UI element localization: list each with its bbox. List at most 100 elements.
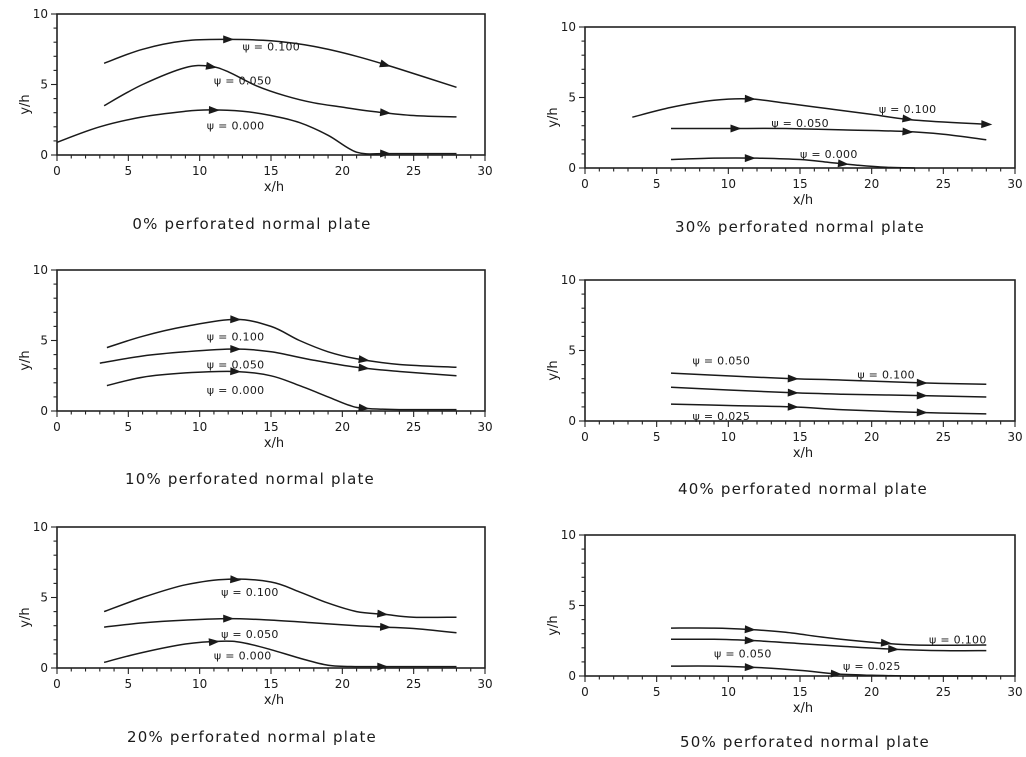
y-tick-label: 10 (561, 20, 576, 34)
y-tick-label: 0 (40, 404, 48, 418)
streamline-label: ψ = 0.100 (857, 368, 915, 381)
x-tick-label: 10 (721, 177, 736, 191)
x-tick-label: 25 (936, 430, 951, 444)
chart-panel: 0 5 10 15 20 25 30 0 5 10 x/h y/h ψ = 0.100 ψ = 0.050… (18, 520, 493, 708)
streamline-label: ψ = 0.000 (207, 119, 265, 132)
x-tick-label: 30 (1007, 430, 1022, 444)
flow-arrow (837, 159, 849, 168)
x-tick-label: 15 (263, 677, 278, 691)
x-tick-label: 15 (263, 420, 278, 434)
x-tick-label: 20 (864, 430, 879, 444)
x-tick-label: 30 (477, 677, 492, 691)
panel-caption: 0% perforated normal plate (132, 215, 372, 233)
y-axis-label: y/h (546, 107, 561, 127)
x-tick-label: 25 (406, 420, 421, 434)
x-tick-label: 10 (721, 685, 736, 699)
x-tick-label: 30 (1007, 685, 1022, 699)
flow-arrow (377, 662, 389, 671)
streamline (670, 157, 915, 169)
streamline-label: ψ = 0.100 (207, 330, 265, 343)
x-tick-label: 20 (335, 677, 350, 691)
streamline (106, 370, 457, 411)
y-tick-label: 5 (568, 91, 576, 105)
y-tick-label: 5 (568, 344, 576, 358)
chart-panel: 0 5 10 15 20 25 30 0 5 10 x/h y/h ψ = 0.100 ψ = 0.050… (18, 7, 493, 195)
y-tick-label: 10 (33, 7, 48, 21)
x-axis-label: x/h (264, 436, 284, 451)
flow-arrow (380, 149, 392, 158)
x-tick-label: 5 (125, 420, 133, 434)
streamline-label: ψ = 0.100 (879, 103, 937, 116)
chart-panel: 0 5 10 15 20 25 30 0 5 10 x/h y/h ψ = 0.100 ψ = 0.050… (18, 263, 493, 451)
flow-arrow (902, 127, 914, 136)
streamline (103, 640, 457, 668)
flow-arrow (744, 625, 756, 634)
y-tick-label: 5 (40, 78, 48, 92)
streamline-label: ψ = 0.025 (843, 660, 901, 673)
x-tick-label: 0 (53, 164, 61, 178)
streamline-label: ψ = 0.050 (221, 628, 279, 641)
plot-frame (584, 279, 1016, 422)
x-tick-label: 30 (477, 164, 492, 178)
plot-frame (584, 26, 1016, 169)
x-tick-label: 0 (53, 677, 61, 691)
streamline (103, 578, 457, 619)
y-axis-label: y/h (18, 94, 33, 114)
flow-arrow (902, 114, 914, 123)
flow-arrow (230, 315, 242, 324)
x-tick-label: 25 (406, 164, 421, 178)
flow-arrow (379, 108, 392, 117)
streamline (670, 372, 987, 386)
streamline (670, 665, 987, 677)
x-tick-label: 0 (581, 430, 589, 444)
panel-caption: 20% perforated normal plate (127, 728, 377, 746)
x-tick-label: 10 (192, 164, 207, 178)
x-tick-label: 5 (653, 177, 661, 191)
y-tick-label: 0 (40, 661, 48, 675)
flow-arrow (358, 403, 370, 412)
flow-arrow (981, 120, 993, 129)
x-tick-label: 25 (936, 685, 951, 699)
x-tick-label: 10 (192, 677, 207, 691)
streamline-label: ψ = 0.050 (214, 74, 272, 87)
x-axis-label: x/h (264, 693, 284, 708)
flow-arrow (230, 575, 242, 584)
chart-panel: 0 5 10 15 20 25 30 0 5 10 x/h y/h ψ = 0.100 ψ = 0.050… (546, 528, 1023, 716)
y-tick-label: 5 (40, 334, 48, 348)
flow-arrow (223, 35, 235, 44)
streamline-label: ψ = 0.000 (800, 148, 858, 161)
flow-arrow (916, 391, 928, 400)
x-tick-label: 30 (477, 420, 492, 434)
y-axis-label: y/h (18, 607, 33, 627)
streamline-label: ψ = 0.050 (714, 647, 772, 660)
flow-arrow (888, 644, 900, 653)
x-tick-label: 15 (792, 177, 807, 191)
x-axis-label: x/h (793, 701, 813, 716)
x-tick-label: 5 (653, 685, 661, 699)
panel-caption: 50% perforated normal plate (680, 733, 930, 751)
flow-arrow (223, 614, 235, 623)
flow-arrow (230, 344, 242, 353)
streamline (106, 318, 457, 369)
x-tick-label: 5 (125, 164, 133, 178)
streamline (103, 64, 457, 118)
streamline (670, 638, 987, 652)
x-tick-label: 0 (581, 685, 589, 699)
flow-arrow (208, 638, 220, 647)
panel-caption: 10% perforated normal plate (125, 470, 375, 488)
x-tick-label: 0 (581, 177, 589, 191)
flow-arrow (376, 609, 389, 618)
streamline (670, 386, 987, 398)
flow-arrow (744, 663, 756, 672)
x-tick-label: 10 (721, 430, 736, 444)
streamline-label: ψ = 0.000 (207, 384, 265, 397)
streamline-label: ψ = 0.050 (207, 358, 265, 371)
streamline-label: ψ = 0.050 (693, 354, 751, 367)
y-tick-label: 5 (568, 599, 576, 613)
y-tick-label: 0 (568, 669, 576, 683)
x-tick-label: 20 (864, 177, 879, 191)
y-tick-label: 10 (33, 263, 48, 277)
x-tick-label: 15 (792, 430, 807, 444)
streamline (104, 617, 457, 634)
